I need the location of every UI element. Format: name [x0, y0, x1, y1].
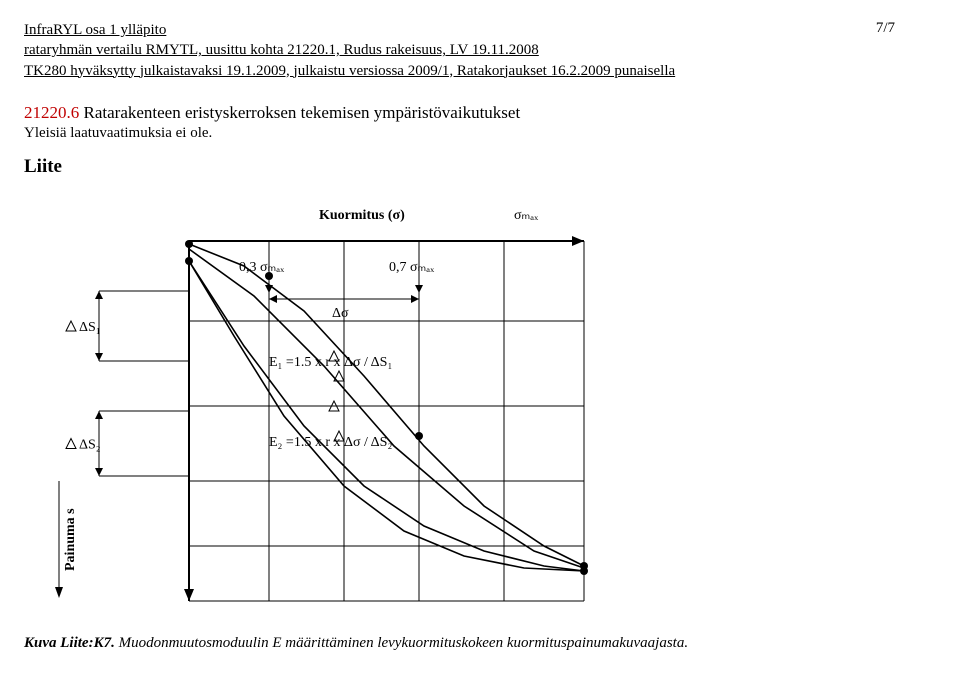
svg-text:Δσ: Δσ: [332, 306, 349, 321]
svg-text:Kuormitus (σ): Kuormitus (σ): [319, 208, 405, 223]
svg-text:E₁ =1.5 x r x Δσ / ΔS₁: E₁ =1.5 x r x Δσ / ΔS₁: [269, 355, 392, 370]
figure-caption: Kuva Liite:K7. Muodonmuutosmoduulin E mä…: [24, 635, 935, 652]
caption-ref: Kuva Liite:K7.: [24, 635, 115, 651]
section-number: 21220.6: [24, 103, 79, 122]
svg-text:Painuma s: Painuma s: [63, 508, 78, 571]
load-settlement-diagram: Kuormitus (σ)σₘₐₓPainuma s0,3 σₘₐₓ0,7 σₘ…: [44, 186, 604, 616]
svg-text:σₘₐₓ: σₘₐₓ: [514, 208, 539, 223]
header-line-1: InfraRYL osa 1 ylläpito: [24, 20, 935, 40]
svg-text:ΔS₂: ΔS₂: [79, 437, 101, 452]
body-text: Yleisiä laatuvaatimuksia ei ole.: [24, 125, 935, 142]
figure: Kuormitus (σ)σₘₐₓPainuma s0,3 σₘₐₓ0,7 σₘ…: [44, 186, 935, 621]
svg-text:ΔS₁: ΔS₁: [79, 320, 101, 335]
appendix-label: Liite: [24, 156, 935, 178]
header-line-2: rataryhmän vertailu RMYTL, uusittu kohta…: [24, 40, 935, 60]
section-title: Ratarakenteen eristyskerroksen tekemisen…: [79, 103, 520, 122]
document-header: InfraRYL osa 1 ylläpito rataryhmän verta…: [24, 20, 935, 81]
svg-text:0,7 σₘₐₓ: 0,7 σₘₐₓ: [389, 260, 435, 275]
section-heading: 21220.6 Ratarakenteen eristyskerroksen t…: [24, 103, 935, 123]
caption-text: Muodonmuutosmoduulin E määrittäminen lev…: [115, 635, 688, 651]
page-number: 7/7: [876, 20, 895, 37]
header-line-3: TK280 hyväksytty julkaistavaksi 19.1.200…: [24, 61, 935, 81]
svg-text:E₂ =1.5 x r x Δσ / ΔS₂: E₂ =1.5 x r x Δσ / ΔS₂: [269, 435, 392, 450]
